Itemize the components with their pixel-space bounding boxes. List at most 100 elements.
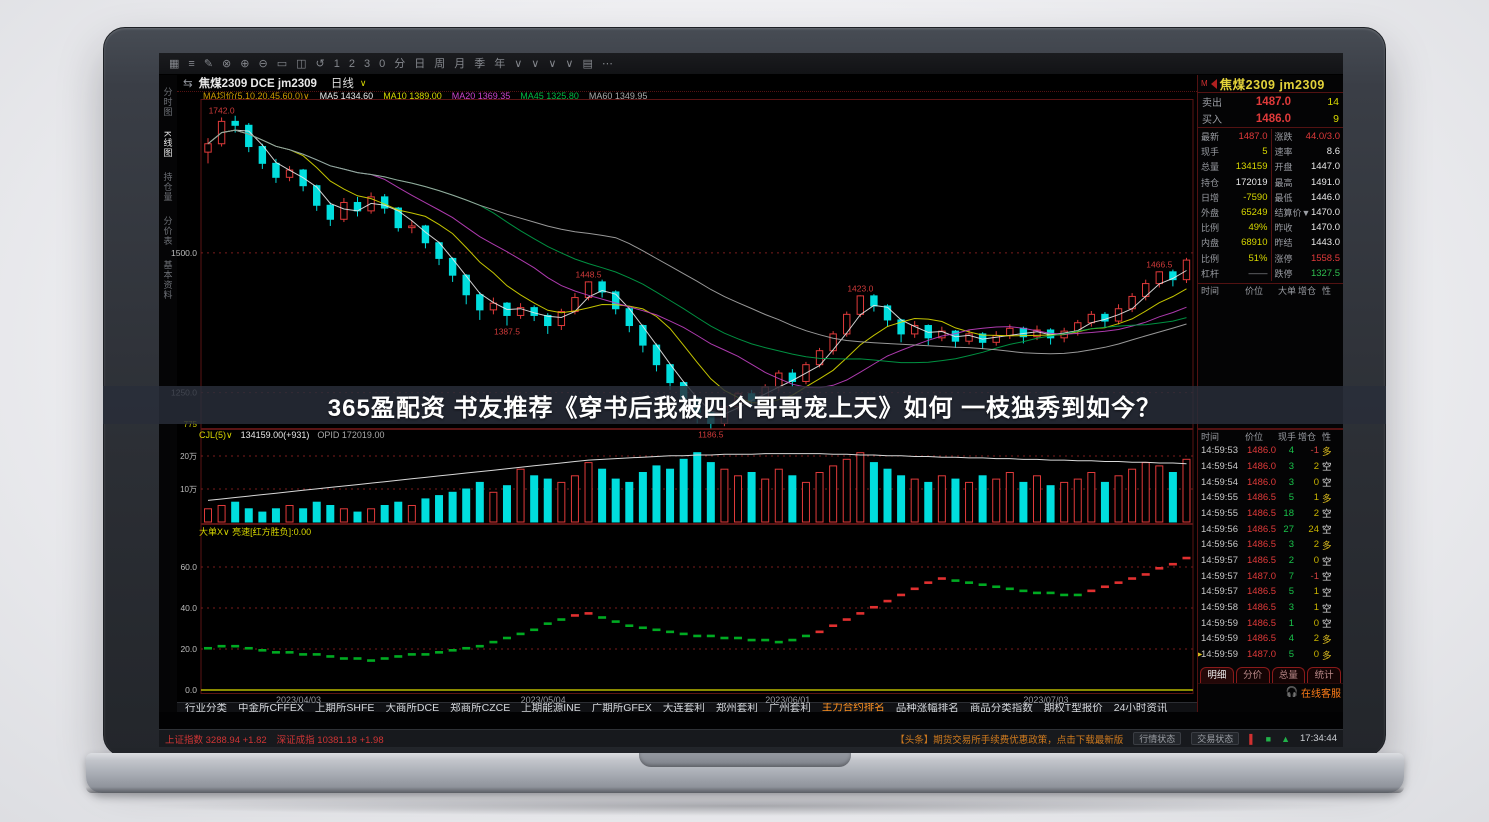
tick-direction: 空 [1322,587,1332,599]
toolbar-icon-2[interactable]: ✎ [203,57,214,70]
sidebar-tab-分价表[interactable]: 分价表 [162,216,173,247]
toolbar-icon-20[interactable]: ∨ [531,57,540,70]
toolbar-icon-5[interactable]: ⊖ [258,57,268,70]
toolbar-icon-16[interactable]: 月 [454,57,466,70]
toolbar-icon-6[interactable]: ▭ [276,57,288,70]
volume-header-part-0[interactable]: CJL(5)∨ [199,430,233,441]
panel-tab-总量[interactable]: 总量 [1271,666,1306,683]
toolbar-icon-13[interactable]: 分 [394,57,406,70]
detail-label: 内盘 [1201,238,1220,249]
tick-row[interactable]: 14:59:55 1486.5 18 2 空 [1198,506,1343,522]
indicator-header-part-0[interactable]: 大单X∨ 亮速[红方胜负]:0.00 [199,527,312,538]
toolbar-icon-24[interactable]: ⋯ [601,57,613,70]
tick-direction: 多 [1322,540,1332,552]
exchange-tab-24小时资讯[interactable]: 24小时资讯 [1113,701,1168,712]
tick-row[interactable]: 14:59:56 1486.5 27 24 空 [1198,521,1343,537]
tick-row[interactable]: 14:59:57 1486.5 5 1 空 [1198,584,1343,600]
ask-qty: 14 [1327,95,1339,108]
indicator-chart[interactable]: 60.0 40.0 20.0 0.0 [177,524,1197,695]
exchange-tab-郑商所CZCE[interactable]: 郑商所CZCE [450,701,511,712]
tick-row[interactable]: 14:59:55 1486.5 5 1 多 [1198,490,1343,506]
tick-oi-change: 2 [1313,460,1319,472]
toolbar-icon-23[interactable]: ▤ [582,57,593,70]
ma-settings-label[interactable]: MA均价(5,10,20,45,60,0)∨ [203,91,310,100]
status-button-行情状态[interactable]: 行情状态 [1133,732,1182,745]
exchange-tab-上期能源INE[interactable]: 上期能源INE [521,701,581,712]
toolbar-icon-18[interactable]: 年 [494,57,506,70]
toolbar-icon-4[interactable]: ⊕ [240,57,250,70]
toolbar-icon-8[interactable]: ↺ [315,57,325,70]
exchange-tab-期权T型报价[interactable]: 期权T型报价 [1043,701,1103,712]
sidebar-tab-K线图[interactable]: K线图 [162,131,173,159]
tick-row[interactable]: 14:59:59 1486.5 1 0 空 [1198,615,1343,631]
tick-list[interactable]: 14:59:53 1486.0 4 -1 多 14:59:54 1486.0 3 2 空 14:59… [1198,443,1343,663]
volume-pane[interactable]: CJL(5)∨ 134159.00(+931) OPID 172019.00 20万… [177,429,1197,525]
exchange-tab-商品分类指数[interactable]: 商品分类指数 [969,701,1033,712]
toolbar-icon-14[interactable]: 日 [414,57,426,70]
candlestick-pane[interactable]: 1500.01250.01742.01387.51448.51186.51423… [171,99,1197,439]
tick-row[interactable]: 14:59:54 1486.0 3 2 空 [1198,459,1343,475]
toolbar-icon-12[interactable]: 0 [379,57,386,70]
tick-row[interactable]: 14:59:58 1486.5 3 1 空 [1198,600,1343,616]
panel-tab-统计[interactable]: 统计 [1307,666,1341,683]
detail-label: 持仓 [1201,177,1220,188]
detail-row-昨收: 昨收 1470.0 [1272,220,1344,235]
tick-row[interactable]: 14:59:54 1486.0 3 0 空 [1198,474,1343,490]
exchange-tab-广州套利[interactable]: 广州套利 [768,701,811,712]
sidebar-tab-分时图[interactable]: 分时图 [162,87,173,117]
toolbar-icon-17[interactable]: 季 [474,57,486,70]
toolbar-icon-1[interactable]: ≡ [188,57,195,70]
big-order-list[interactable] [1198,298,1343,429]
chevron-down-icon[interactable]: ∨ [359,77,367,88]
tick-row[interactable]: 14:59:57 1487.0 7 -1 空 [1198,568,1343,584]
exchange-tab-广期所GFEX[interactable]: 广期所GFEX [591,701,652,712]
col-header-时间: 时间 [1201,286,1220,297]
tick-lots: 4 [1288,633,1294,645]
candlestick-chart[interactable]: 1500.01250.01742.01387.51448.51186.51423… [171,99,1197,439]
sidebar-tab-基本资料[interactable]: 基本资料 [162,260,173,301]
detail-label: 最高 [1274,177,1293,188]
toolbar-icon-3[interactable]: ⊗ [222,57,232,70]
exchange-tab-大商所DCE[interactable]: 大商所DCE [385,701,440,712]
exchange-tab-大连套利[interactable]: 大连套利 [662,701,705,712]
toolbar-icon-11[interactable]: 3 [363,57,371,70]
exchange-tab-主力合约排名[interactable]: 主力合约排名 [822,703,885,712]
sidebar-tab-持仓量[interactable]: 持仓量 [162,172,173,203]
scrolling-notice[interactable]: 【头条】期货交易所手续费优惠政策，点击下载最新版 [895,734,1124,746]
status-button-交易状态[interactable]: 交易状态 [1191,732,1240,745]
toolbar-icon-21[interactable]: ∨ [548,57,557,70]
detail-label: 比例 [1201,223,1220,234]
exchange-tab-上期所SHFE[interactable]: 上期所SHFE [314,701,375,712]
toolbar-icon-22[interactable]: ∨ [565,57,574,70]
col-header-性: 性 [1322,286,1332,297]
ma-values-row: MA均价(5,10,20,45,60,0)∨ MA5 1434.60 MA10 13… [177,91,1197,99]
indicator-pane[interactable]: 大单X∨ 亮速[红方胜负]:0.00 60.0 40.0 20.0 0.0 [177,524,1197,695]
exchange-tab-中金所CFFEX[interactable]: 中金所CFFEX [238,701,304,712]
tick-row[interactable]: 14:59:57 1486.5 2 0 空 [1198,553,1343,569]
tick-row[interactable]: 14:59:56 1486.5 3 2 多 [1198,537,1343,553]
online-service-link[interactable]: 🎧 在线客服 [1198,682,1343,701]
bid-label: 买入 [1202,115,1222,126]
toolbar-icon-19[interactable]: ∨ [514,57,523,70]
volume-chart[interactable]: 20万 10万 [177,429,1197,525]
tick-row[interactable]: 14:59:53 1486.0 4 -1 多 [1198,443,1343,459]
ma-value-1: MA10 1389.00 [383,91,442,100]
tick-direction: 空 [1322,619,1332,631]
period-selector[interactable]: 日线 [330,78,354,90]
panel-tab-明细[interactable]: 明细 [1200,666,1234,683]
tick-row[interactable]: 14:59:59 1486.5 4 2 多 [1198,631,1343,647]
toolbar-icon-10[interactable]: 2 [348,57,355,70]
index-ticker-0[interactable]: 上证指数 3288.94 +1.82 [165,734,267,746]
toolbar-icon-15[interactable]: 周 [434,57,446,70]
nav-arrows-icon[interactable]: ⇆ [183,78,193,90]
headset-icon: 🎧 [1285,686,1298,698]
exchange-tab-郑州套利[interactable]: 郑州套利 [715,701,758,712]
exchange-tab-行业分类[interactable]: 行业分类 [185,701,227,712]
toolbar-icon-9[interactable]: 1 [333,57,340,70]
toolbar-icon-0[interactable]: ▦ [169,57,180,70]
exchange-tab-品种涨幅排名[interactable]: 品种涨幅排名 [895,701,959,712]
tick-row[interactable]: ➤ 14:59:59 1487.0 5 0 多 [1198,647,1343,663]
panel-tab-分价[interactable]: 分价 [1235,666,1270,683]
index-ticker-1[interactable]: 深证成指 10381.18 +1.98 [276,734,384,746]
toolbar-icon-7[interactable]: ◫ [296,57,307,70]
